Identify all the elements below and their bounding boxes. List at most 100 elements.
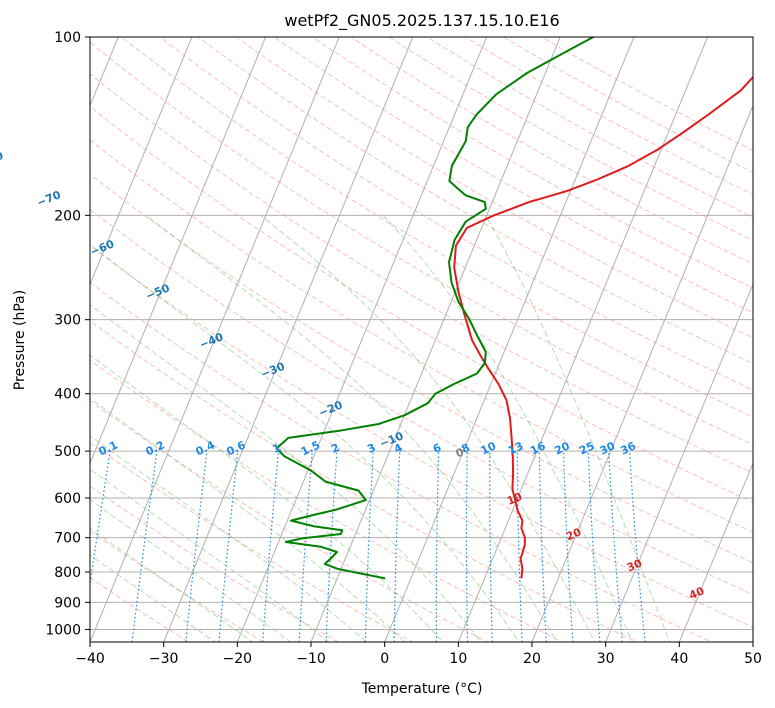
moist-adiabat-line xyxy=(90,468,330,642)
x-tick-label: 50 xyxy=(744,651,762,667)
y-tick-label: 500 xyxy=(54,444,81,460)
isotherm-line xyxy=(457,37,709,642)
moist-adiabat-line xyxy=(90,554,217,642)
isotherm-label: 40 xyxy=(687,584,706,602)
isotherm-label: 20 xyxy=(564,525,583,543)
x-tick-label: 40 xyxy=(670,651,688,667)
dry-adiabat-line xyxy=(90,281,713,642)
moist-adiabat-line xyxy=(90,354,444,642)
moist-adiabat-line xyxy=(90,527,254,642)
dry-adiabat-line xyxy=(90,400,489,642)
dry-adiabat-line xyxy=(273,37,753,314)
x-tick-label: 30 xyxy=(597,651,615,667)
plot-area xyxy=(90,37,753,642)
mixing-ratio-label: 0.4 xyxy=(194,438,217,458)
moist-adiabat-line xyxy=(90,435,368,642)
chart-title: wetPf2_GN05.2025.137.15.10.E16 xyxy=(284,11,559,31)
moist-adiabat-line xyxy=(382,214,633,642)
x-tick-label: 10 xyxy=(449,651,467,667)
isotherm-label: −40 xyxy=(198,330,226,351)
mixing-ratio-label: 16 xyxy=(528,439,548,457)
mixing-ratio-line xyxy=(185,451,208,642)
sounding-curves xyxy=(275,37,753,580)
dry-adiabat-line xyxy=(197,37,753,365)
mixing-ratio-line xyxy=(608,451,624,642)
dry-adiabat-line xyxy=(90,208,753,596)
moist-adiabat-line xyxy=(90,243,520,642)
dry-adiabat-line xyxy=(90,139,753,533)
isotherm-label: 30 xyxy=(625,557,644,575)
dry-adiabat-line xyxy=(90,320,639,642)
mixing-ratio-line xyxy=(489,451,493,642)
dry-adiabat-line xyxy=(90,359,564,642)
isotherm-line xyxy=(605,283,753,642)
isotherm-line xyxy=(163,37,414,642)
dry-adiabat-line xyxy=(90,485,340,642)
mixing-ratio-line xyxy=(298,451,313,642)
mixing-ratio-label: 20 xyxy=(552,439,572,457)
mixing-ratio-line xyxy=(628,451,646,642)
x-tick-label: −10 xyxy=(296,651,326,667)
mixing-ratio-line xyxy=(218,451,239,642)
y-tick-label: 800 xyxy=(54,565,81,581)
moist-adiabat-line xyxy=(145,214,558,642)
isotherm-line xyxy=(236,37,488,642)
isotherm-label: −30 xyxy=(259,360,287,381)
dry-adiabat-line xyxy=(90,577,190,642)
mixing-ratio-label: 25 xyxy=(577,439,596,457)
mixing-ratio-label: 1.5 xyxy=(299,438,322,458)
dry-adiabat-line xyxy=(90,105,753,503)
y-tick-label: 900 xyxy=(54,595,81,611)
mixing-ratio-label: 0.1 xyxy=(97,438,120,458)
mixing-ratio-line xyxy=(587,451,601,642)
mixing-ratio-line xyxy=(393,451,401,642)
dry-adiabat-line xyxy=(90,73,753,474)
moist-adiabat-line xyxy=(90,397,406,642)
y-tick-label: 600 xyxy=(54,491,81,507)
y-tick-label: 700 xyxy=(54,531,81,547)
moist-adiabat-line xyxy=(260,214,596,642)
y-tick-label: 300 xyxy=(54,313,81,329)
y-tick-label: 400 xyxy=(54,387,81,403)
y-tick-label: 100 xyxy=(54,30,81,46)
x-axis-label: Temperature (°C) xyxy=(361,681,483,697)
isotherm-label: −70 xyxy=(35,188,63,209)
dry-adiabat-line xyxy=(387,37,753,241)
mixing-ratio-line xyxy=(465,451,469,642)
mixing-ratio-line xyxy=(325,451,338,642)
mixing-ratio-label: 13 xyxy=(506,439,525,457)
mixing-ratio-line xyxy=(516,451,523,642)
mixing-ratio-label: 30 xyxy=(598,439,618,457)
isotherm-label: 10 xyxy=(505,490,524,508)
mixing-ratio-line xyxy=(131,451,158,642)
x-axis: −40 −30 −20 −10 0 10 20 30 40 50 xyxy=(75,642,762,667)
y-tick-label: 200 xyxy=(54,208,81,224)
mixing-ratio-line xyxy=(90,451,111,589)
isotherm-line xyxy=(90,37,267,465)
isotherm-line xyxy=(678,461,753,642)
temperature-line xyxy=(453,75,753,579)
dewpoint-line xyxy=(275,37,594,580)
isotherm-line xyxy=(531,104,753,642)
isotherm-line xyxy=(90,37,193,286)
mixing-ratio-line xyxy=(435,451,440,642)
isotherm-line xyxy=(384,37,635,642)
isotherm-label: −80 xyxy=(0,149,6,170)
dry-adiabat-line xyxy=(90,173,753,564)
dry-adiabat-line xyxy=(90,530,265,642)
moist-adiabat-line xyxy=(485,215,671,642)
dry-adiabat-line xyxy=(90,442,414,642)
mixing-ratio-label: 6 xyxy=(431,441,444,456)
mixing-ratio-label: 0.6 xyxy=(224,438,247,458)
y-axis-label: Pressure (hPa) xyxy=(12,290,28,390)
isotherm-label: −50 xyxy=(144,281,172,302)
x-tick-label: 20 xyxy=(523,651,541,667)
x-tick-label: −20 xyxy=(223,651,253,667)
plot-frame xyxy=(89,36,754,643)
mixing-ratio-line xyxy=(563,451,574,642)
mixing-ratio-line xyxy=(364,451,374,642)
isotherm-label: −20 xyxy=(317,398,345,419)
isotherm-line xyxy=(90,37,340,642)
x-tick-label: −30 xyxy=(149,651,179,667)
y-axis: 1000 900 800 700 600 500 400 300 200 100 xyxy=(45,30,90,638)
